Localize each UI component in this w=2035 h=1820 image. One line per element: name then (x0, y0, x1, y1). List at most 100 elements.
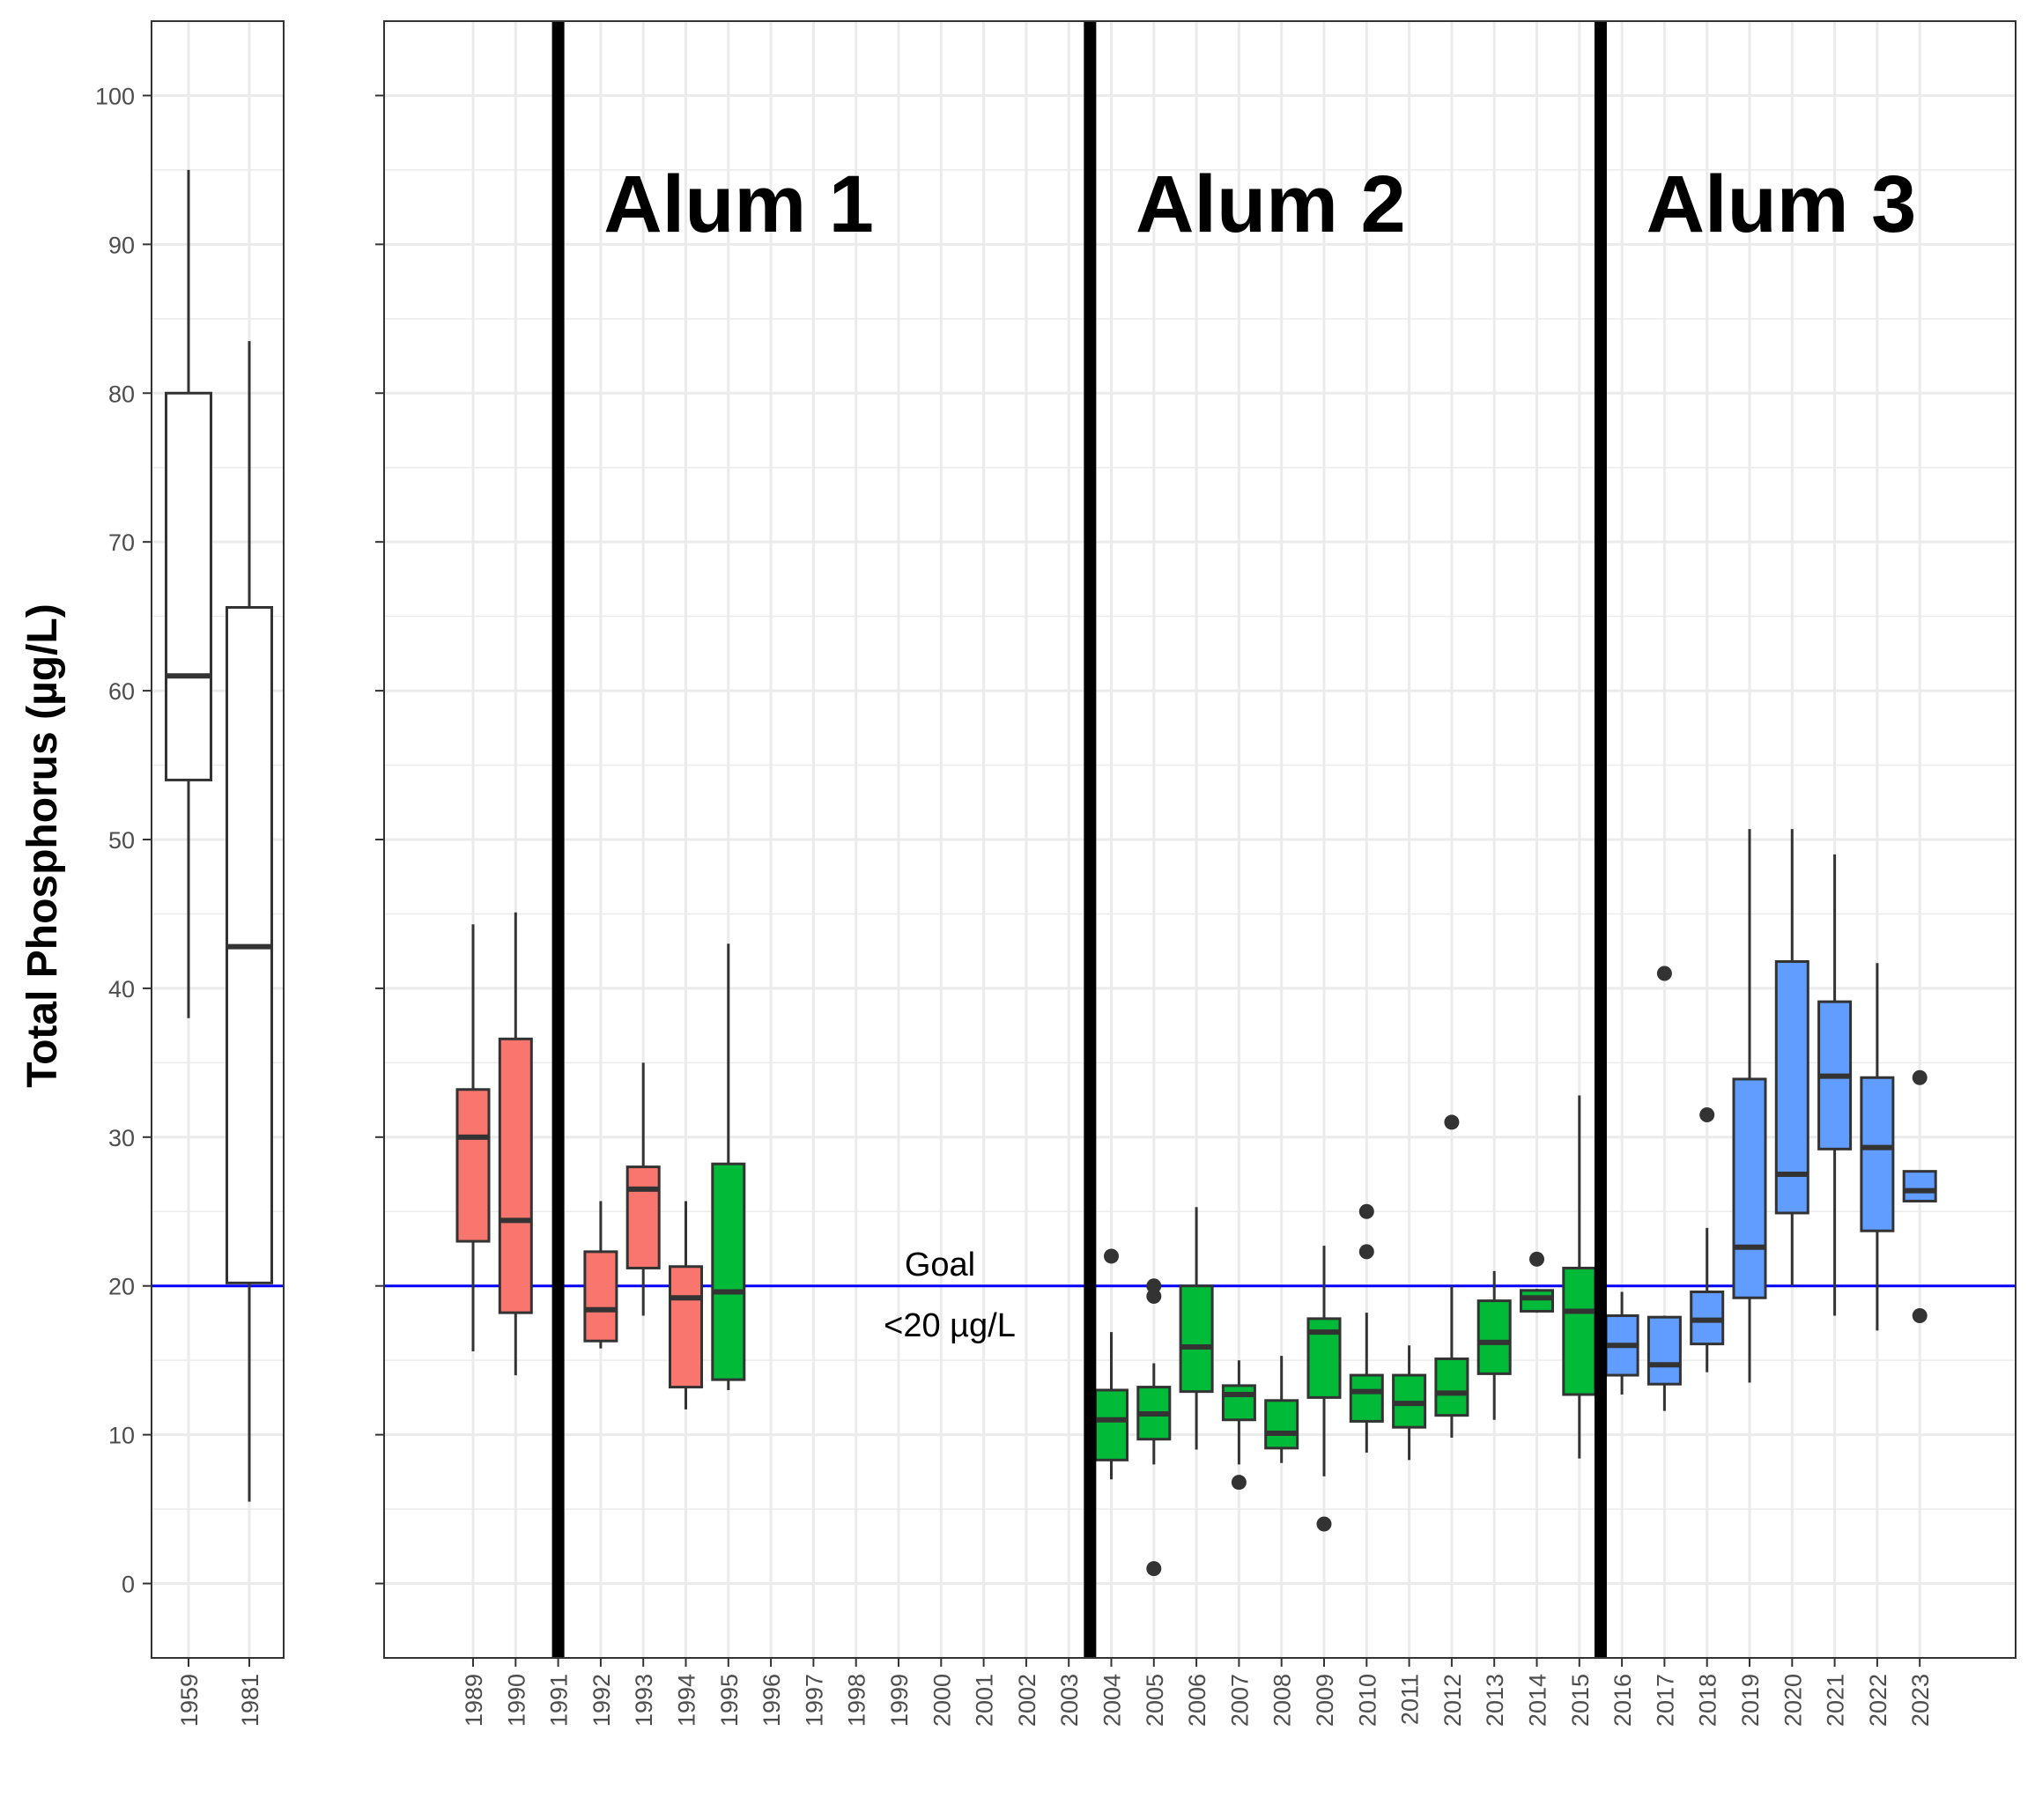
x-tick-label: 2006 (1184, 1674, 1210, 1727)
box-body (1902, 1170, 1937, 1202)
box-body (669, 1265, 703, 1389)
x-tick-label: 2007 (1226, 1674, 1253, 1727)
x-tick-label: 1997 (801, 1674, 827, 1727)
x-tick-label: 1998 (844, 1674, 870, 1727)
box-2019 (1732, 829, 1767, 1383)
box-2023 (1902, 1069, 1937, 1324)
box-2020 (1774, 829, 1809, 1286)
x-tick-label: 2011 (1397, 1674, 1424, 1725)
x-tick-label: 2008 (1269, 1674, 1296, 1727)
box-2016 (1604, 1291, 1639, 1395)
y-tick-label: 10 (108, 1423, 135, 1449)
outlier-point (1358, 1203, 1374, 1219)
x-tick-label: 2014 (1525, 1674, 1551, 1727)
x-tick-label: 2017 (1652, 1674, 1678, 1727)
box-2022 (1860, 963, 1895, 1331)
box-2004 (1094, 1248, 1128, 1480)
x-tick-label: 1996 (758, 1674, 785, 1727)
y-tick-label: 90 (108, 232, 135, 258)
box-body (1179, 1284, 1214, 1394)
treatment-label: Alum 3 (1646, 159, 1917, 249)
box-body (1646, 1315, 1682, 1386)
x-tick-label: 2002 (1014, 1674, 1040, 1727)
box-1992 (583, 1201, 618, 1349)
outlier-point (1358, 1244, 1374, 1260)
x-tick-label: 2018 (1695, 1674, 1721, 1727)
x-tick-label: 1993 (631, 1674, 657, 1727)
left-panel: 1959 1981 (151, 20, 285, 1727)
box-body (1476, 1299, 1512, 1375)
box-body (1434, 1357, 1469, 1417)
x-tick-label: 1992 (588, 1674, 615, 1727)
y-tick-label: 100 (95, 83, 135, 109)
x-tick-label: 2000 (929, 1674, 955, 1727)
x-tick-label: 2021 (1823, 1674, 1849, 1727)
box-body (625, 1165, 661, 1269)
box-2009 (1306, 1246, 1342, 1532)
box-body (1860, 1076, 1895, 1232)
x-tick-label: 1981 (237, 1674, 263, 1727)
x-tick-label: 1990 (503, 1674, 529, 1727)
outlier-point (1146, 1561, 1162, 1577)
y-tick-label: 80 (108, 381, 135, 407)
box-2021 (1817, 854, 1853, 1316)
outlier-point (1104, 1248, 1119, 1264)
box-2011 (1392, 1345, 1427, 1461)
box-body (498, 1037, 533, 1314)
treatment-label: Alum 2 (1136, 159, 1406, 249)
box-2007 (1221, 1360, 1256, 1491)
y-tick-label: 20 (108, 1274, 135, 1300)
y-axis-label: Total Phosphorus (µg/L) (19, 603, 66, 1087)
box-1981 (226, 341, 273, 1502)
box-2017 (1646, 965, 1682, 1411)
box-2006 (1179, 1207, 1214, 1450)
x-tick-label: 2022 (1865, 1674, 1891, 1727)
box-1993 (625, 1062, 661, 1316)
y-tick-label: 0 (122, 1572, 135, 1598)
x-tick-label: 2009 (1312, 1674, 1338, 1727)
x-tick-label: 2005 (1142, 1674, 1168, 1727)
x-tick-label: 1995 (716, 1674, 743, 1727)
box-body (455, 1088, 491, 1243)
box-body (1264, 1399, 1299, 1450)
outlier-point (1146, 1278, 1162, 1294)
box-2013 (1476, 1270, 1512, 1420)
outlier-point (1912, 1308, 1928, 1324)
box-1990 (498, 912, 533, 1376)
box-body (1094, 1388, 1128, 1461)
box-2014 (1520, 1251, 1554, 1313)
goal-label-value: <20 µg/L (884, 1307, 1016, 1344)
y-tick-label: 40 (108, 976, 135, 1002)
box-body (583, 1250, 618, 1343)
box-2008 (1264, 1356, 1299, 1463)
x-tick-label: 2013 (1482, 1674, 1508, 1727)
outlier-point (1699, 1106, 1715, 1122)
x-tick-label: 1991 (546, 1674, 573, 1727)
box-body (1349, 1373, 1384, 1423)
box-1994 (669, 1201, 703, 1409)
y-tick-label: 60 (108, 678, 135, 705)
y-tick-label: 30 (108, 1125, 135, 1151)
x-tick-label: 2004 (1099, 1674, 1126, 1727)
x-tick-label: 2012 (1439, 1674, 1466, 1727)
y-axis: 0 10 20 30 40 50 60 70 80 90 100 (95, 83, 384, 1598)
box-2005 (1136, 1278, 1172, 1577)
outlier-point (1146, 1289, 1162, 1305)
x-tick-label: 2016 (1610, 1674, 1636, 1727)
x-tick-label: 2003 (1056, 1674, 1083, 1727)
box-1989 (455, 924, 491, 1352)
x-tick-label: 2015 (1567, 1674, 1594, 1727)
box-2010 (1349, 1203, 1384, 1453)
outlier-point (1529, 1251, 1544, 1267)
box-body (1562, 1266, 1597, 1396)
outlier-point (1912, 1069, 1928, 1085)
x-tick-label: 2020 (1780, 1674, 1806, 1727)
outlier-point (1444, 1114, 1460, 1130)
box-body (1774, 960, 1809, 1215)
box-1995 (711, 943, 746, 1390)
box-2012 (1434, 1114, 1469, 1439)
y-tick-label: 70 (108, 529, 135, 556)
outlier-point (1316, 1516, 1332, 1532)
box-body (1520, 1289, 1554, 1313)
